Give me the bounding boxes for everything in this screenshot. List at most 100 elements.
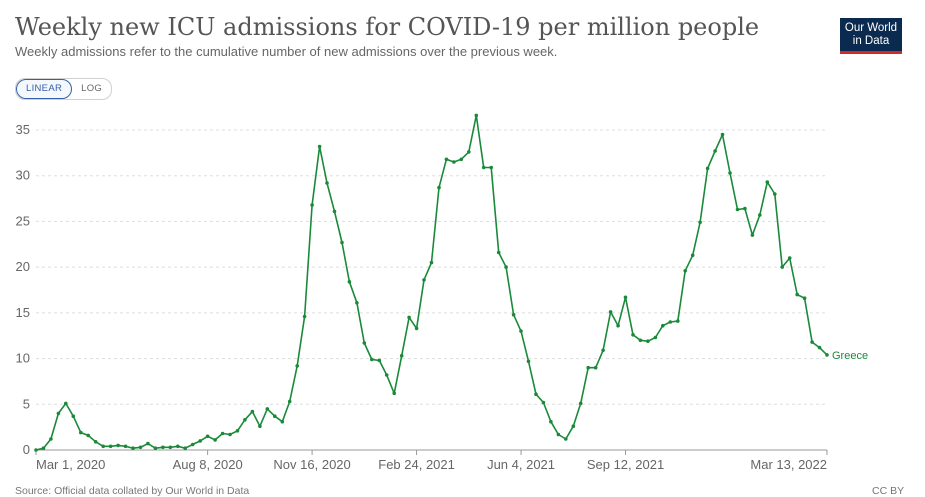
data-point[interactable]	[41, 446, 46, 451]
data-point[interactable]	[780, 265, 784, 269]
data-point[interactable]	[93, 440, 98, 444]
data-point[interactable]	[101, 444, 105, 449]
data-point[interactable]	[571, 424, 576, 429]
data-point[interactable]	[190, 442, 195, 447]
log-scale-button[interactable]: LOG	[81, 83, 103, 94]
data-point[interactable]	[243, 418, 247, 422]
data-point[interactable]	[489, 165, 494, 170]
data-point[interactable]	[399, 354, 404, 358]
data-point[interactable]	[138, 445, 143, 450]
data-point[interactable]	[384, 373, 389, 377]
data-point[interactable]	[593, 365, 598, 370]
data-point[interactable]	[467, 150, 471, 154]
data-point[interactable]	[526, 359, 531, 364]
data-point[interactable]	[668, 320, 673, 324]
data-point[interactable]	[355, 301, 359, 305]
owid-logo[interactable]: Our World in Data	[840, 18, 902, 54]
data-point[interactable]	[258, 424, 262, 429]
data-point[interactable]	[474, 113, 479, 118]
data-point[interactable]	[317, 144, 322, 149]
data-point[interactable]	[265, 407, 270, 411]
data-point[interactable]	[578, 401, 583, 406]
data-point[interactable]	[608, 310, 613, 314]
data-point[interactable]	[123, 444, 128, 449]
data-point[interactable]	[452, 160, 456, 164]
data-point[interactable]	[601, 348, 605, 353]
data-point[interactable]	[49, 437, 53, 441]
license-link[interactable]: CC BY	[872, 485, 905, 497]
data-point[interactable]	[825, 353, 829, 357]
data-point[interactable]	[280, 419, 285, 424]
data-point[interactable]	[429, 260, 434, 265]
data-point[interactable]	[392, 391, 397, 396]
data-point[interactable]	[295, 364, 300, 368]
data-point[interactable]	[743, 206, 747, 211]
data-point[interactable]	[64, 401, 68, 406]
data-point[interactable]	[750, 233, 755, 237]
data-point[interactable]	[541, 400, 546, 405]
data-point[interactable]	[631, 333, 635, 337]
data-point[interactable]	[161, 445, 165, 450]
data-point[interactable]	[310, 203, 314, 207]
data-point[interactable]	[720, 132, 725, 137]
data-point[interactable]	[661, 323, 665, 328]
data-point[interactable]	[496, 250, 501, 255]
data-point[interactable]	[586, 365, 590, 370]
data-point[interactable]	[683, 269, 687, 273]
data-point[interactable]	[653, 335, 658, 340]
data-point[interactable]	[56, 411, 61, 416]
data-point[interactable]	[444, 157, 449, 162]
data-point[interactable]	[519, 329, 523, 333]
data-point[interactable]	[504, 265, 508, 269]
data-point[interactable]	[802, 296, 807, 301]
data-point[interactable]	[549, 419, 553, 424]
data-point[interactable]	[810, 340, 814, 344]
data-point[interactable]	[168, 445, 173, 450]
data-point[interactable]	[459, 157, 464, 162]
data-point[interactable]	[71, 414, 76, 419]
data-point[interactable]	[676, 319, 680, 323]
data-point[interactable]	[765, 180, 770, 184]
data-point[interactable]	[623, 295, 628, 300]
data-point[interactable]	[287, 399, 292, 404]
data-point[interactable]	[220, 431, 225, 436]
data-point[interactable]	[773, 192, 777, 196]
data-point[interactable]	[362, 341, 367, 345]
data-point[interactable]	[205, 434, 210, 439]
data-point[interactable]	[713, 149, 717, 153]
data-point[interactable]	[235, 429, 240, 433]
data-point[interactable]	[34, 448, 38, 452]
data-point[interactable]	[564, 437, 568, 441]
data-point[interactable]	[325, 181, 329, 185]
data-point[interactable]	[131, 446, 135, 451]
data-point[interactable]	[638, 338, 643, 343]
data-point[interactable]	[407, 315, 411, 320]
data-point[interactable]	[422, 278, 426, 282]
data-point[interactable]	[534, 392, 538, 397]
data-point[interactable]	[705, 166, 710, 171]
source-note[interactable]: Source: Official data collated by Our Wo…	[15, 485, 250, 497]
data-point[interactable]	[198, 439, 202, 443]
data-point[interactable]	[108, 444, 113, 449]
data-point[interactable]	[728, 171, 732, 175]
data-point[interactable]	[176, 444, 180, 449]
data-point[interactable]	[340, 240, 344, 245]
data-point[interactable]	[86, 433, 90, 438]
data-point[interactable]	[817, 345, 822, 350]
data-point[interactable]	[556, 432, 561, 437]
data-point[interactable]	[273, 414, 277, 419]
data-point[interactable]	[116, 443, 120, 448]
linear-scale-button[interactable]: LINEAR	[16, 79, 73, 99]
data-point[interactable]	[153, 446, 158, 451]
data-point[interactable]	[616, 323, 620, 328]
data-point[interactable]	[481, 165, 486, 170]
data-point[interactable]	[332, 209, 337, 214]
data-point[interactable]	[213, 438, 217, 442]
data-point[interactable]	[414, 326, 419, 331]
data-point[interactable]	[228, 432, 232, 437]
data-point[interactable]	[377, 358, 382, 363]
data-point[interactable]	[758, 213, 762, 217]
data-point[interactable]	[646, 339, 650, 344]
data-point[interactable]	[690, 253, 695, 258]
series-label[interactable]: Greece	[832, 350, 868, 362]
